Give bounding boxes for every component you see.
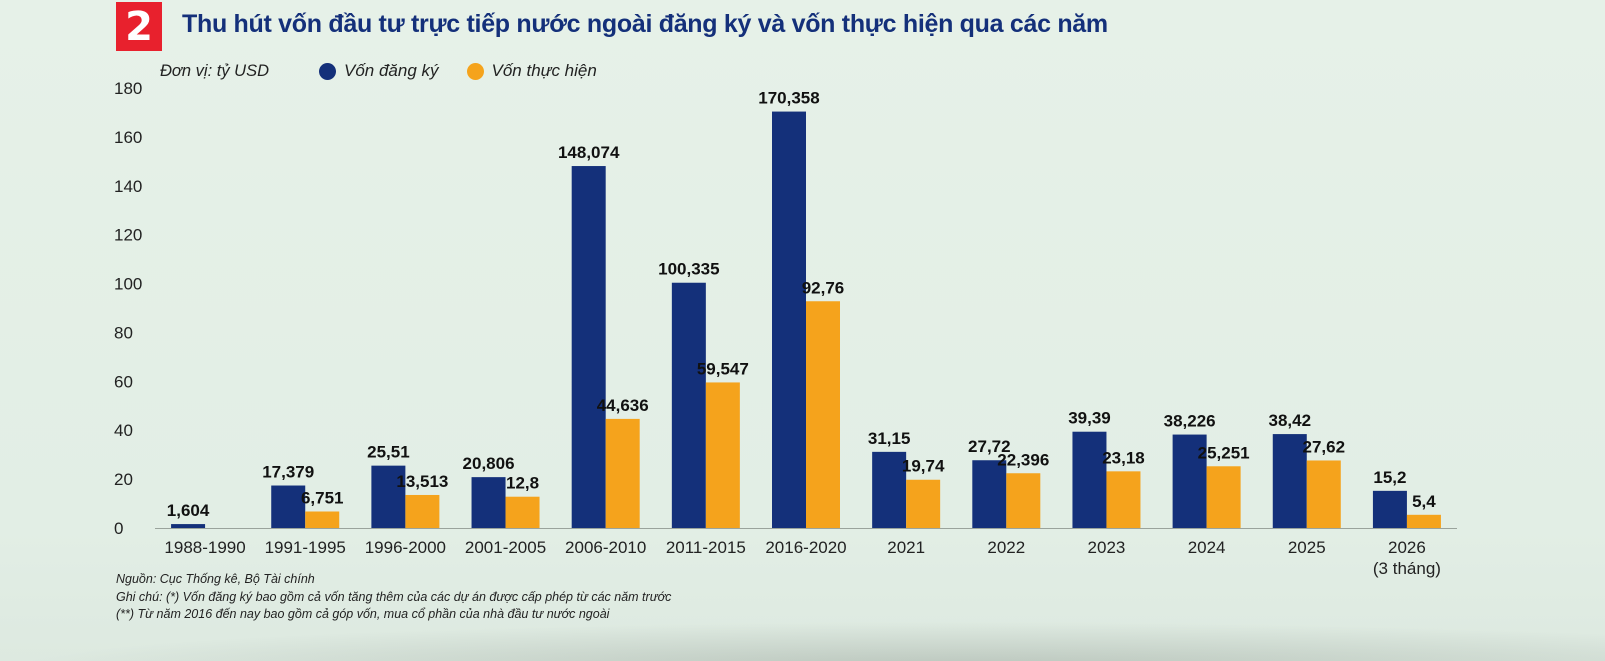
bar-registered (371, 465, 406, 528)
data-label-registered: 20,806 (463, 454, 515, 473)
x-tick-label: 2001-2005 (465, 538, 546, 557)
bar-disbursed (1406, 514, 1441, 528)
legend: Đơn vị: tỷ USD Vốn đăng ký Vốn thực hiện (160, 58, 625, 84)
data-label-registered: 38,226 (1164, 412, 1216, 431)
x-tick-label: 2016-2020 (765, 538, 846, 557)
x-tick-label: 2024 (1188, 538, 1226, 557)
x-tick-label: 2026 (1388, 538, 1426, 557)
bar-registered (571, 166, 606, 529)
data-label-disbursed: 25,251 (1198, 443, 1250, 462)
data-label-disbursed: 23,18 (1102, 448, 1145, 467)
data-label-disbursed: 13,513 (396, 472, 448, 491)
y-tick-label: 100 (114, 275, 142, 294)
y-tick-label: 40 (114, 421, 133, 440)
bar-disbursed (806, 301, 840, 528)
bar-disbursed (1306, 460, 1341, 528)
notes: Nguồn: Cục Thống kê, Bộ Tài chính Ghi ch… (116, 571, 671, 624)
footnote-1: Ghi chú: (*) Vốn đăng ký bao gồm cả vốn … (116, 589, 672, 604)
bar-registered (1172, 434, 1207, 528)
legend-label-registered: Vốn đăng ký (344, 61, 439, 80)
bar-disbursed (1106, 471, 1141, 528)
bar-registered (1372, 490, 1407, 528)
data-label-registered: 1,604 (167, 501, 210, 520)
bar-disbursed (405, 494, 440, 528)
chart-title: Thu hút vốn đầu tư trực tiếp nước ngoài … (182, 10, 1108, 38)
source-note: Nguồn: Cục Thống kê, Bộ Tài chính (116, 572, 315, 586)
legend-dot-disbursed (466, 62, 484, 80)
bar-registered (1072, 431, 1107, 528)
x-tick-label: (3 tháng) (1373, 559, 1441, 578)
data-label-disbursed: 92,76 (802, 278, 845, 297)
bar-registered (671, 282, 706, 528)
data-label-registered: 148,074 (558, 143, 620, 162)
bar-registered (972, 460, 1007, 528)
bottom-shadow (0, 621, 1605, 661)
data-label-disbursed: 22,396 (997, 450, 1049, 469)
data-label-registered: 31,15 (868, 429, 911, 448)
footnote-2: (**) Từ năm 2016 đến nay bao gồm cả góp … (116, 607, 610, 621)
data-label-disbursed: 27,62 (1302, 437, 1345, 456)
y-tick-label: 180 (114, 79, 142, 98)
legend-item-registered: Vốn đăng ký (319, 61, 439, 81)
x-tick-label: 1988-1990 (164, 538, 245, 557)
legend-item-disbursed: Vốn thực hiện (466, 61, 597, 81)
data-label-registered: 25,51 (367, 443, 410, 462)
data-label-registered: 38,42 (1268, 411, 1311, 430)
x-tick-label: 2023 (1088, 538, 1126, 557)
data-label-registered: 39,39 (1068, 409, 1111, 428)
data-label-disbursed: 59,547 (697, 359, 749, 378)
data-label-disbursed: 5,4 (1412, 492, 1436, 511)
x-tick-label: 2021 (887, 538, 925, 557)
y-tick-label: 0 (114, 519, 123, 538)
legend-label-disbursed: Vốn thực hiện (491, 61, 597, 80)
y-tick-label: 60 (114, 372, 133, 391)
x-tick-label: 1991-1995 (265, 538, 346, 557)
bar-registered (171, 524, 206, 528)
bar-disbursed (305, 511, 340, 528)
bar-registered (872, 451, 907, 528)
unit-label: Đơn vị: tỷ USD (160, 61, 269, 80)
bar-disbursed (505, 496, 540, 528)
data-label-registered: 15,2 (1373, 468, 1406, 487)
data-label-disbursed: 19,74 (902, 457, 945, 476)
y-tick-label: 160 (114, 128, 142, 147)
data-label-disbursed: 44,636 (597, 396, 649, 415)
bar-registered (471, 477, 506, 528)
bar-registered (772, 111, 806, 528)
data-label-registered: 27,72 (968, 437, 1011, 456)
x-tick-label: 2022 (987, 538, 1025, 557)
y-tick-label: 120 (114, 226, 142, 245)
data-label-registered: 17,379 (262, 463, 314, 482)
bar-disbursed (1006, 473, 1041, 528)
data-label-disbursed: 12,8 (506, 474, 539, 493)
y-tick-label: 140 (114, 177, 142, 196)
legend-dot-registered (319, 62, 336, 80)
bar-disbursed (705, 382, 740, 528)
y-tick-label: 80 (114, 323, 133, 342)
figure-number-badge: 2 (116, 2, 162, 51)
x-tick-label: 2011-2015 (666, 538, 746, 557)
data-label-registered: 100,335 (658, 260, 719, 279)
y-tick-label: 20 (114, 470, 133, 489)
bar-disbursed (605, 418, 640, 528)
bar-registered (1272, 434, 1307, 528)
x-tick-label: 2025 (1288, 538, 1326, 557)
bar-registered (271, 485, 306, 528)
x-tick-label: 2006-2010 (565, 538, 646, 557)
data-label-registered: 170,358 (758, 89, 819, 108)
bar-disbursed (906, 479, 941, 528)
bar-disbursed (1206, 466, 1241, 528)
x-tick-label: 1996-2000 (365, 538, 446, 557)
data-label-disbursed: 6,751 (301, 488, 344, 507)
